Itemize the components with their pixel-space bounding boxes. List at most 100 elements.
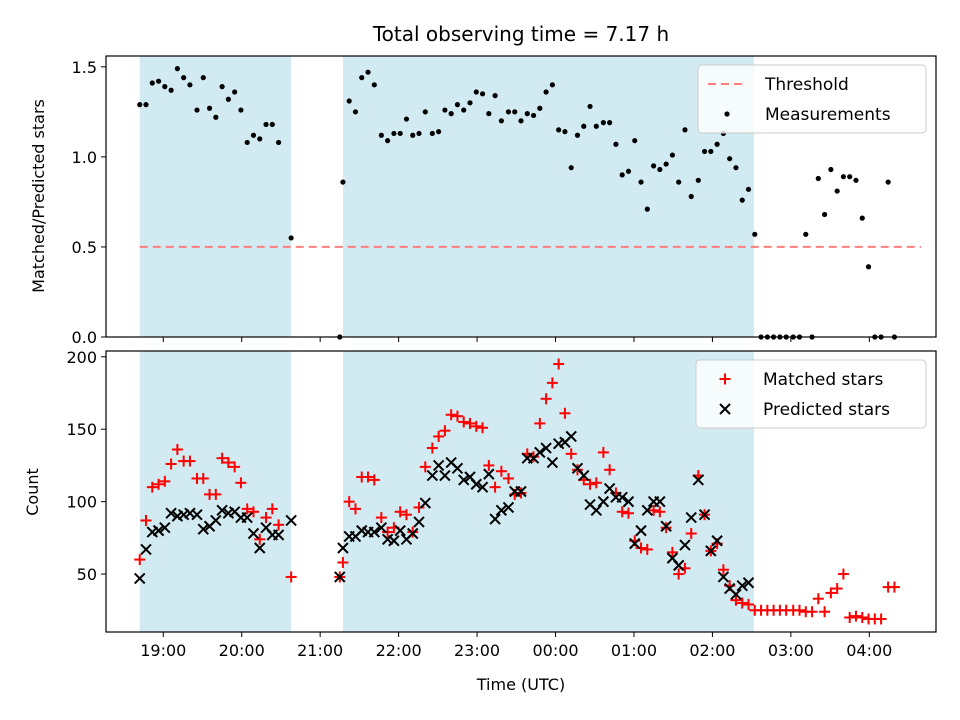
- predicted-star-marker-b: [571, 462, 584, 475]
- top-shaded-intervals: [139, 56, 754, 337]
- matched-star-marker: [382, 526, 394, 538]
- matched-star-marker: [413, 501, 425, 513]
- measurement-point: [701, 148, 708, 155]
- predicted-star-marker: [426, 469, 439, 482]
- measurement-point: [174, 66, 180, 72]
- predicted-star-marker: [439, 469, 451, 482]
- matched-star-marker: [241, 503, 253, 515]
- measurement-point: [200, 75, 206, 81]
- predicted-star-marker: [140, 543, 152, 556]
- measurement-points: [137, 66, 898, 340]
- predicted-star-marker-b: [285, 514, 297, 527]
- matched-star-marker: [254, 533, 266, 545]
- matched-star-marker: [743, 598, 755, 610]
- measurement-point: [467, 100, 473, 106]
- measurement-point: [410, 132, 416, 138]
- matched-star-marker: [641, 543, 653, 555]
- matched-star-marker: [812, 593, 824, 605]
- y-tick-label: 150: [66, 420, 97, 439]
- measurement-point: [442, 107, 448, 113]
- predicted-star-marker-b: [698, 508, 711, 521]
- predicted-star-marker-b: [717, 571, 730, 583]
- measurement-point: [422, 109, 428, 115]
- matched-star-marker: [717, 564, 729, 576]
- predicted-star-marker-b: [660, 520, 672, 532]
- predicted-star-marker-b: [584, 498, 596, 511]
- measurement-point: [429, 130, 435, 137]
- matched-star-marker: [806, 606, 818, 618]
- measurement-point: [859, 215, 865, 221]
- matched-star-marker: [394, 506, 406, 518]
- predicted-star-marker: [629, 537, 641, 550]
- measurement-point: [657, 166, 663, 173]
- measurement-point: [600, 120, 606, 126]
- predicted-star-marker: [470, 478, 482, 490]
- top-legend: Threshold Measurements: [697, 64, 927, 134]
- matched-star-marker: [819, 606, 831, 618]
- matched-star-marker: [433, 430, 445, 442]
- matched-star-marker: [844, 612, 856, 624]
- measurement-point: [213, 114, 219, 120]
- measurement-point: [549, 82, 555, 88]
- measurement-point: [137, 102, 143, 108]
- measurement-point: [613, 141, 619, 147]
- matched-star-marker: [571, 464, 583, 476]
- measurement-point: [865, 264, 872, 270]
- bottom-axes-frame: [105, 350, 937, 633]
- measurement-point: [663, 161, 669, 167]
- predicted-star-marker: [334, 571, 346, 583]
- matched-star-marker: [793, 604, 805, 616]
- predicted-star-marker-b: [458, 474, 470, 486]
- x-tick-label: 04:00: [846, 641, 892, 660]
- predicted-star-marker: [191, 508, 203, 521]
- top-x-ticks: [162, 337, 870, 342]
- predicted-star-marker: [692, 474, 705, 486]
- predicted-star-marker-b: [622, 495, 635, 508]
- predicted-star-marker: [407, 527, 419, 540]
- predicted-star-marker-b: [260, 522, 272, 534]
- legend-matched-label: Matched stars: [763, 370, 883, 390]
- predicted-star-marker: [635, 524, 647, 537]
- matched-star-marker: [210, 488, 222, 500]
- predicted-star-marker-b: [375, 522, 388, 534]
- predicted-star-marker-b: [679, 539, 691, 551]
- predicted-star-marker-b: [483, 468, 495, 480]
- predicted-star-marker: [216, 504, 228, 517]
- predicted-star-marker-b: [388, 535, 400, 547]
- measurement-point: [275, 139, 282, 146]
- matched-star-marker: [197, 472, 209, 484]
- predicted-star-marker: [597, 495, 610, 508]
- measurement-point: [638, 179, 644, 185]
- x-tick-label: 21:00: [297, 641, 343, 660]
- bottom-legend: Matched stars Predicted stars: [695, 359, 927, 429]
- measurement-point: [385, 138, 391, 144]
- predicted-star-marker: [502, 501, 515, 514]
- predicted-star-marker-b: [489, 513, 501, 525]
- legend-threshold-label: Threshold: [764, 75, 849, 95]
- predicted-star-marker: [241, 511, 253, 524]
- measurement-point: [244, 139, 250, 146]
- top-y-axis-label: Matched/Predicted stars: [29, 99, 48, 293]
- matched-star-marker: [604, 464, 616, 476]
- matched-star-marker: [400, 509, 412, 521]
- predicted-star-marker-b: [394, 524, 406, 537]
- predicted-star-marker-b: [134, 572, 146, 585]
- measurement-point: [840, 174, 847, 180]
- matched-star-marker: [875, 613, 887, 625]
- predicted-star-marker-b: [672, 559, 685, 572]
- predicted-star-marker: [458, 474, 470, 486]
- x-tick-label: 23:00: [454, 641, 500, 660]
- predicted-star-marker: [616, 491, 628, 504]
- measurement-point: [669, 152, 676, 158]
- predicted-star-marker-b: [152, 524, 165, 537]
- measurement-point: [822, 211, 828, 218]
- matched-star-marker: [458, 416, 470, 428]
- measurement-point: [644, 206, 650, 212]
- matched-star-marker: [590, 477, 602, 489]
- predicted-star-marker-b: [241, 511, 253, 524]
- matched-star-marker: [622, 507, 634, 519]
- predicted-star-marker: [375, 522, 388, 534]
- predicted-star-marker-b: [197, 523, 209, 535]
- predicted-star-marker-b: [470, 478, 482, 490]
- measurement-point: [288, 235, 294, 241]
